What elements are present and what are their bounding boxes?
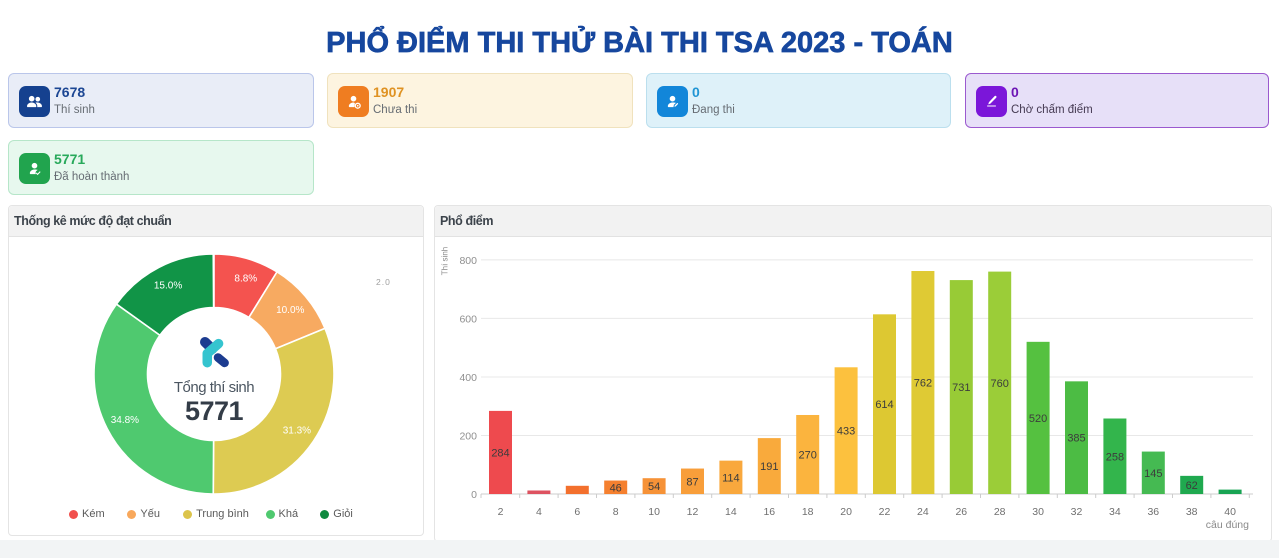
svg-text:284: 284 xyxy=(491,447,509,459)
svg-text:36: 36 xyxy=(1147,506,1159,518)
svg-text:5771: 5771 xyxy=(185,396,244,426)
svg-text:760: 760 xyxy=(991,378,1009,390)
svg-text:34.8%: 34.8% xyxy=(111,415,139,426)
svg-text:385: 385 xyxy=(1067,433,1085,445)
svg-text:433: 433 xyxy=(837,426,855,438)
svg-text:24: 24 xyxy=(917,506,929,518)
svg-text:191: 191 xyxy=(760,461,778,473)
svg-text:8.8%: 8.8% xyxy=(234,273,257,284)
svg-text:270: 270 xyxy=(799,449,817,461)
svg-text:600: 600 xyxy=(459,313,477,325)
svg-text:114: 114 xyxy=(722,472,740,484)
svg-text:12: 12 xyxy=(687,506,699,518)
svg-text:46: 46 xyxy=(610,482,622,494)
svg-text:200: 200 xyxy=(459,430,477,442)
svg-text:520: 520 xyxy=(1029,413,1047,425)
svg-text:14: 14 xyxy=(725,506,737,518)
svg-text:731: 731 xyxy=(952,382,970,394)
svg-text:10.0%: 10.0% xyxy=(276,305,304,316)
svg-text:34: 34 xyxy=(1109,506,1121,518)
svg-text:4: 4 xyxy=(536,506,542,518)
svg-text:15.0%: 15.0% xyxy=(154,281,182,292)
svg-text:22: 22 xyxy=(879,506,891,518)
svg-text:40: 40 xyxy=(1224,506,1236,518)
svg-text:400: 400 xyxy=(459,372,477,384)
svg-text:Thí sinh: Thí sinh xyxy=(441,247,450,275)
svg-text:62: 62 xyxy=(1186,480,1198,492)
svg-text:6: 6 xyxy=(574,506,580,518)
svg-text:30: 30 xyxy=(1032,506,1044,518)
svg-text:145: 145 xyxy=(1144,468,1162,480)
svg-text:10: 10 xyxy=(648,506,660,518)
svg-text:28: 28 xyxy=(994,506,1006,518)
svg-text:18: 18 xyxy=(802,506,814,518)
svg-text:762: 762 xyxy=(914,378,932,390)
svg-text:38: 38 xyxy=(1186,506,1198,518)
svg-text:20: 20 xyxy=(840,506,852,518)
svg-text:26: 26 xyxy=(955,506,967,518)
svg-text:16: 16 xyxy=(763,506,775,518)
svg-text:32: 32 xyxy=(1071,506,1083,518)
svg-text:Tổng thí sinh: Tổng thí sinh xyxy=(174,379,254,396)
svg-text:258: 258 xyxy=(1106,451,1124,463)
svg-text:8: 8 xyxy=(613,506,619,518)
svg-text:2: 2 xyxy=(498,506,504,518)
svg-text:câu đúng: câu đúng xyxy=(1206,519,1249,531)
svg-text:54: 54 xyxy=(648,481,660,493)
svg-text:31.3%: 31.3% xyxy=(283,425,311,436)
svg-text:0: 0 xyxy=(471,489,477,501)
svg-text:87: 87 xyxy=(686,476,698,488)
svg-text:614: 614 xyxy=(875,399,893,411)
svg-text:800: 800 xyxy=(459,255,477,267)
